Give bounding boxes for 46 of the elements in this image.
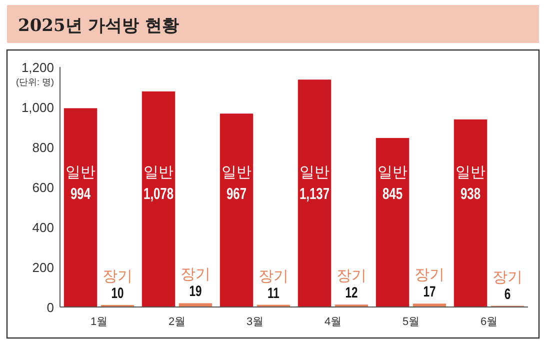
text: 장기 xyxy=(336,268,366,285)
bar xyxy=(142,91,176,307)
x-tick-label: 3월 xyxy=(246,316,264,328)
y-tick-label: 1,000 xyxy=(21,100,54,115)
text: 장기 xyxy=(258,268,288,285)
data-label: 17 xyxy=(423,283,436,300)
text: 일반 xyxy=(66,164,96,181)
x-tick-label: 2월 xyxy=(168,316,186,328)
bar xyxy=(454,119,488,307)
y-tick-label: 200 xyxy=(32,260,54,275)
x-tick-label: 6월 xyxy=(480,316,498,328)
text: 장기 xyxy=(414,266,444,284)
series-label: 일반 xyxy=(144,164,174,181)
bar xyxy=(64,108,98,307)
data-label: 1,137 xyxy=(300,184,330,202)
text: 장기 xyxy=(180,266,210,284)
chart-title: 2025년 가석방 현황 xyxy=(18,16,180,36)
data-label: 10 xyxy=(111,284,124,302)
y-tick-label: 0 xyxy=(46,300,54,315)
bar xyxy=(220,114,254,307)
text: 장기 xyxy=(492,268,522,286)
bar xyxy=(376,138,410,307)
data-label: 938 xyxy=(460,184,481,202)
y-tick-label: 600 xyxy=(32,180,54,195)
data-label: 845 xyxy=(382,184,403,202)
data-label: 967 xyxy=(226,184,247,202)
series-label: 장기 xyxy=(102,268,132,285)
y-tick-label: 1,200 xyxy=(21,60,54,75)
x-tick-label: 5월 xyxy=(402,316,420,328)
bar xyxy=(298,80,332,307)
text: 일반 xyxy=(378,164,408,181)
data-label: 6 xyxy=(504,285,511,302)
text: 일반 xyxy=(222,164,252,181)
text: 일반 xyxy=(456,164,486,181)
x-tick-label: 4월 xyxy=(324,316,342,328)
data-label: 11 xyxy=(268,284,280,302)
y-tick-label: 400 xyxy=(32,220,54,235)
y-axis-title: (단위: 명) xyxy=(16,77,54,87)
data-label: 994 xyxy=(70,184,91,202)
data-label: 1,078 xyxy=(144,184,174,202)
x-tick-label: 1월 xyxy=(90,316,108,328)
y-tick-label: 800 xyxy=(32,140,54,155)
text: 일반 xyxy=(300,164,330,181)
data-label: 19 xyxy=(189,282,202,300)
data-label: 12 xyxy=(345,284,358,301)
bar xyxy=(178,303,212,307)
